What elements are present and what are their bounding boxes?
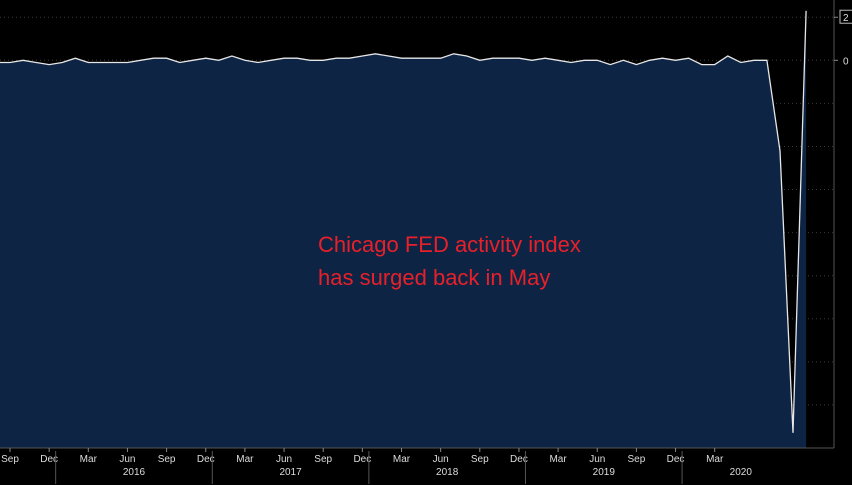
x-axis: Sep Dec Mar Jun Sep Dec Mar Jun Sep Dec Mar Jun Sep D… bbox=[1, 448, 752, 484]
annotation-line-2: has surged back in May bbox=[318, 265, 551, 290]
series-line bbox=[0, 10, 807, 433]
y-tick-label: 0 bbox=[843, 56, 849, 67]
x-tick-label: Sep bbox=[314, 454, 332, 465]
x-tick-label: Dec bbox=[353, 454, 371, 465]
x-tick-label: Sep bbox=[471, 454, 489, 465]
x-tick-label: Jun bbox=[119, 454, 135, 465]
x-tick-label: Jun bbox=[433, 454, 449, 465]
x-tick-label: Jun bbox=[276, 454, 292, 465]
annotation-line-1: Chicago FED activity index bbox=[318, 232, 581, 257]
x-tick-label: Mar bbox=[706, 454, 724, 465]
x-tick-label: Dec bbox=[510, 454, 528, 465]
year-label: 2016 bbox=[123, 467, 146, 478]
series-area bbox=[0, 10, 807, 449]
x-tick-label: Mar bbox=[236, 454, 254, 465]
x-tick-label: Sep bbox=[628, 454, 646, 465]
x-tick-label: Mar bbox=[80, 454, 98, 465]
x-tick-label: Jun bbox=[589, 454, 605, 465]
x-tick-label: Dec bbox=[40, 454, 58, 465]
y-tick-highlight-box bbox=[839, 9, 852, 24]
x-tick-label: Sep bbox=[158, 454, 176, 465]
year-label: 2018 bbox=[436, 467, 459, 478]
x-tick-label: Dec bbox=[667, 454, 685, 465]
x-tick-label: Mar bbox=[393, 454, 411, 465]
y-axis: 20 bbox=[834, 9, 852, 67]
x-tick-label: Mar bbox=[549, 454, 567, 465]
y-tick-label: 2 bbox=[843, 13, 849, 24]
x-tick-label: Sep bbox=[1, 454, 19, 465]
chart-annotation: Chicago FED activity index has surged ba… bbox=[318, 228, 581, 294]
year-label: 2020 bbox=[730, 467, 753, 478]
year-label: 2019 bbox=[593, 467, 616, 478]
x-tick-label: Dec bbox=[197, 454, 215, 465]
year-label: 2017 bbox=[279, 467, 302, 478]
